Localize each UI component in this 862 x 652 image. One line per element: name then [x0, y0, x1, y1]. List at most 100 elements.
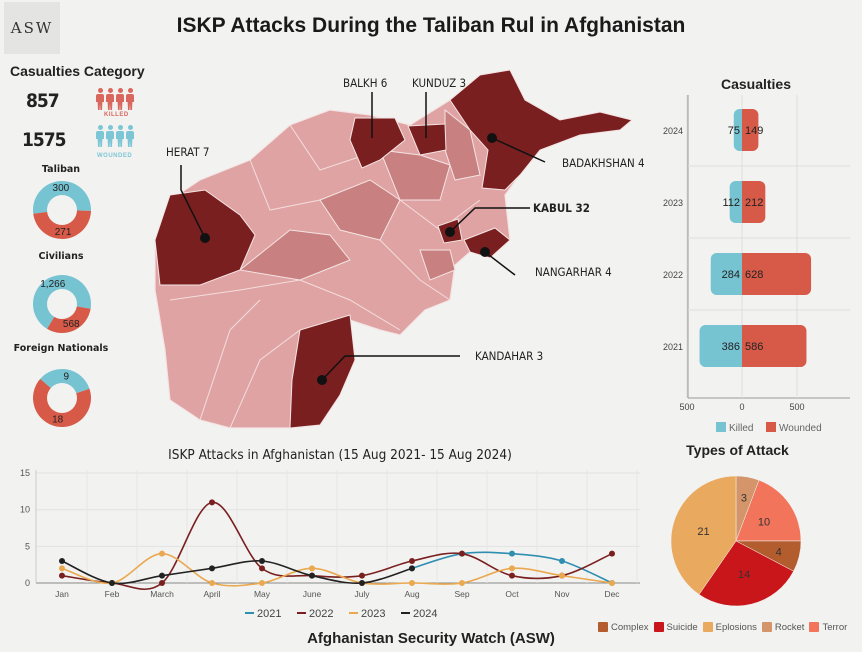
data-point-2024 [409, 565, 415, 572]
pie-slice-eplosions [670, 475, 737, 595]
legend-swatch [598, 622, 608, 633]
x-tick-label: Nov [554, 589, 570, 599]
donut-label-blue: 300 [53, 183, 70, 194]
x-tick-label: July [354, 589, 370, 599]
data-point-2022 [159, 580, 165, 586]
donut-hole [47, 383, 77, 413]
y-tick-label: 5 [25, 541, 30, 551]
legend-swatch [761, 622, 772, 633]
donut-label-blue: 9 [64, 371, 70, 382]
data-point-2023 [509, 565, 515, 572]
bar-joint [742, 181, 748, 223]
legend-swatch [809, 622, 820, 633]
types-of-attack-pie: 3 10 4 14 21 [670, 475, 802, 607]
logo-text: ASW [10, 19, 54, 37]
bar-wounded [742, 325, 807, 367]
data-point-2024 [159, 572, 165, 579]
page-title: ISKP Attacks During the Taliban Rul in A… [176, 14, 686, 37]
data-point-2022 [359, 572, 365, 579]
bar-killed [699, 325, 748, 367]
civilians-label: Civilians [38, 251, 84, 262]
pie-chart-title: Types of Attack [686, 442, 789, 458]
data-point-2022 [59, 572, 65, 579]
legend-swatch [716, 422, 726, 432]
province-balkh [349, 117, 406, 169]
data-point-2021 [559, 558, 565, 565]
x-tick-label: March [150, 589, 174, 599]
donut-label-red: 271 [55, 227, 72, 238]
pie-label: 21 [697, 526, 709, 538]
donut-hole [47, 195, 77, 225]
label-kabul: KABUL 32 [533, 201, 590, 215]
data-point-2023 [59, 565, 65, 572]
x-tick-label: 500 [789, 402, 804, 412]
afghanistan-map [154, 69, 634, 429]
data-point-2023 [409, 580, 415, 586]
data-point-2023 [259, 580, 265, 586]
data-point-2022 [209, 499, 215, 506]
bar-killed [710, 253, 748, 295]
x-tick-label: Jan [55, 589, 69, 599]
killed-people-icon [96, 88, 134, 110]
legend-label: Killed [729, 423, 753, 434]
bar-label-wounded: 628 [745, 269, 763, 281]
x-tick-label: Sep [454, 589, 469, 599]
data-point-2022 [509, 572, 515, 579]
killed-label: KILLED [104, 112, 129, 118]
pie-label: 4 [776, 547, 782, 559]
legend-label: Wounded [779, 423, 822, 434]
pie-slice-suicide [698, 540, 794, 607]
data-point-2024 [109, 580, 115, 586]
data-point-2023 [159, 550, 165, 557]
legend-item-rocket: Rocket [761, 622, 805, 633]
y-tick-label: 15 [20, 468, 30, 478]
y-tick-label: 2024 [663, 126, 683, 136]
province-kunduz [407, 123, 447, 156]
bar-label-wounded: 586 [745, 341, 763, 353]
legend-swatch [653, 622, 664, 633]
data-point-2024 [59, 558, 65, 565]
x-tick-label: Oct [505, 589, 519, 599]
label-kandahar: KANDAHAR 3 [475, 349, 544, 363]
label-badakhshan: BADAKHSHAN 4 [562, 156, 645, 170]
legend-label: 2023 [361, 608, 385, 620]
legend-label: 2021 [257, 608, 281, 620]
asw-logo: ASW [4, 2, 60, 54]
legend-label: Eplosions [715, 622, 757, 633]
donut-label-red: 18 [52, 415, 64, 426]
data-point-2022 [259, 565, 265, 572]
bar-label-killed: 284 [722, 269, 740, 281]
data-point-2023 [309, 565, 315, 572]
x-tick-label: April [203, 589, 220, 599]
casualties-chart-title: Casualties [720, 76, 792, 92]
attacks-line-chart: 0 5 10 15 Jan Feb March April May June July Aug Sep O… [20, 468, 640, 620]
province-kandahar [289, 314, 356, 429]
bar-label-wounded: 212 [745, 197, 763, 209]
data-point-2024 [259, 558, 265, 565]
legend-item-terror: Terror [809, 622, 847, 633]
data-point-2021 [509, 550, 515, 557]
y-tick-label: 10 [20, 505, 30, 515]
bar-joint [742, 253, 748, 295]
legend-label: Terror [822, 622, 848, 633]
label-balkh: BALKH 6 [343, 76, 388, 90]
x-tick-label: June [303, 589, 322, 599]
pie-legend: Complex Suicide Eplosions Rocket Terror [598, 622, 847, 633]
legend-item-complex: Complex [598, 622, 649, 633]
mid-provinces [238, 108, 481, 281]
legend-item-suicide: Suicide [653, 622, 698, 633]
legend-label: Suicide [666, 622, 698, 633]
pie-label: 10 [758, 517, 770, 529]
taliban-label: Taliban [41, 164, 81, 175]
line-series-2024 [61, 560, 413, 585]
x-tick-label: 0 [739, 402, 744, 412]
data-point-2024 [309, 572, 315, 579]
data-point-2023 [209, 580, 215, 586]
line-series-2023 [61, 552, 613, 587]
pie-slice-terror [735, 479, 802, 542]
x-tick-label: Dec [604, 589, 620, 599]
province-badakhshan [449, 69, 634, 191]
casualties-category-title: Casualties Category [10, 63, 145, 79]
bar-wounded [742, 253, 812, 295]
legend-label: Rocket [774, 622, 805, 633]
